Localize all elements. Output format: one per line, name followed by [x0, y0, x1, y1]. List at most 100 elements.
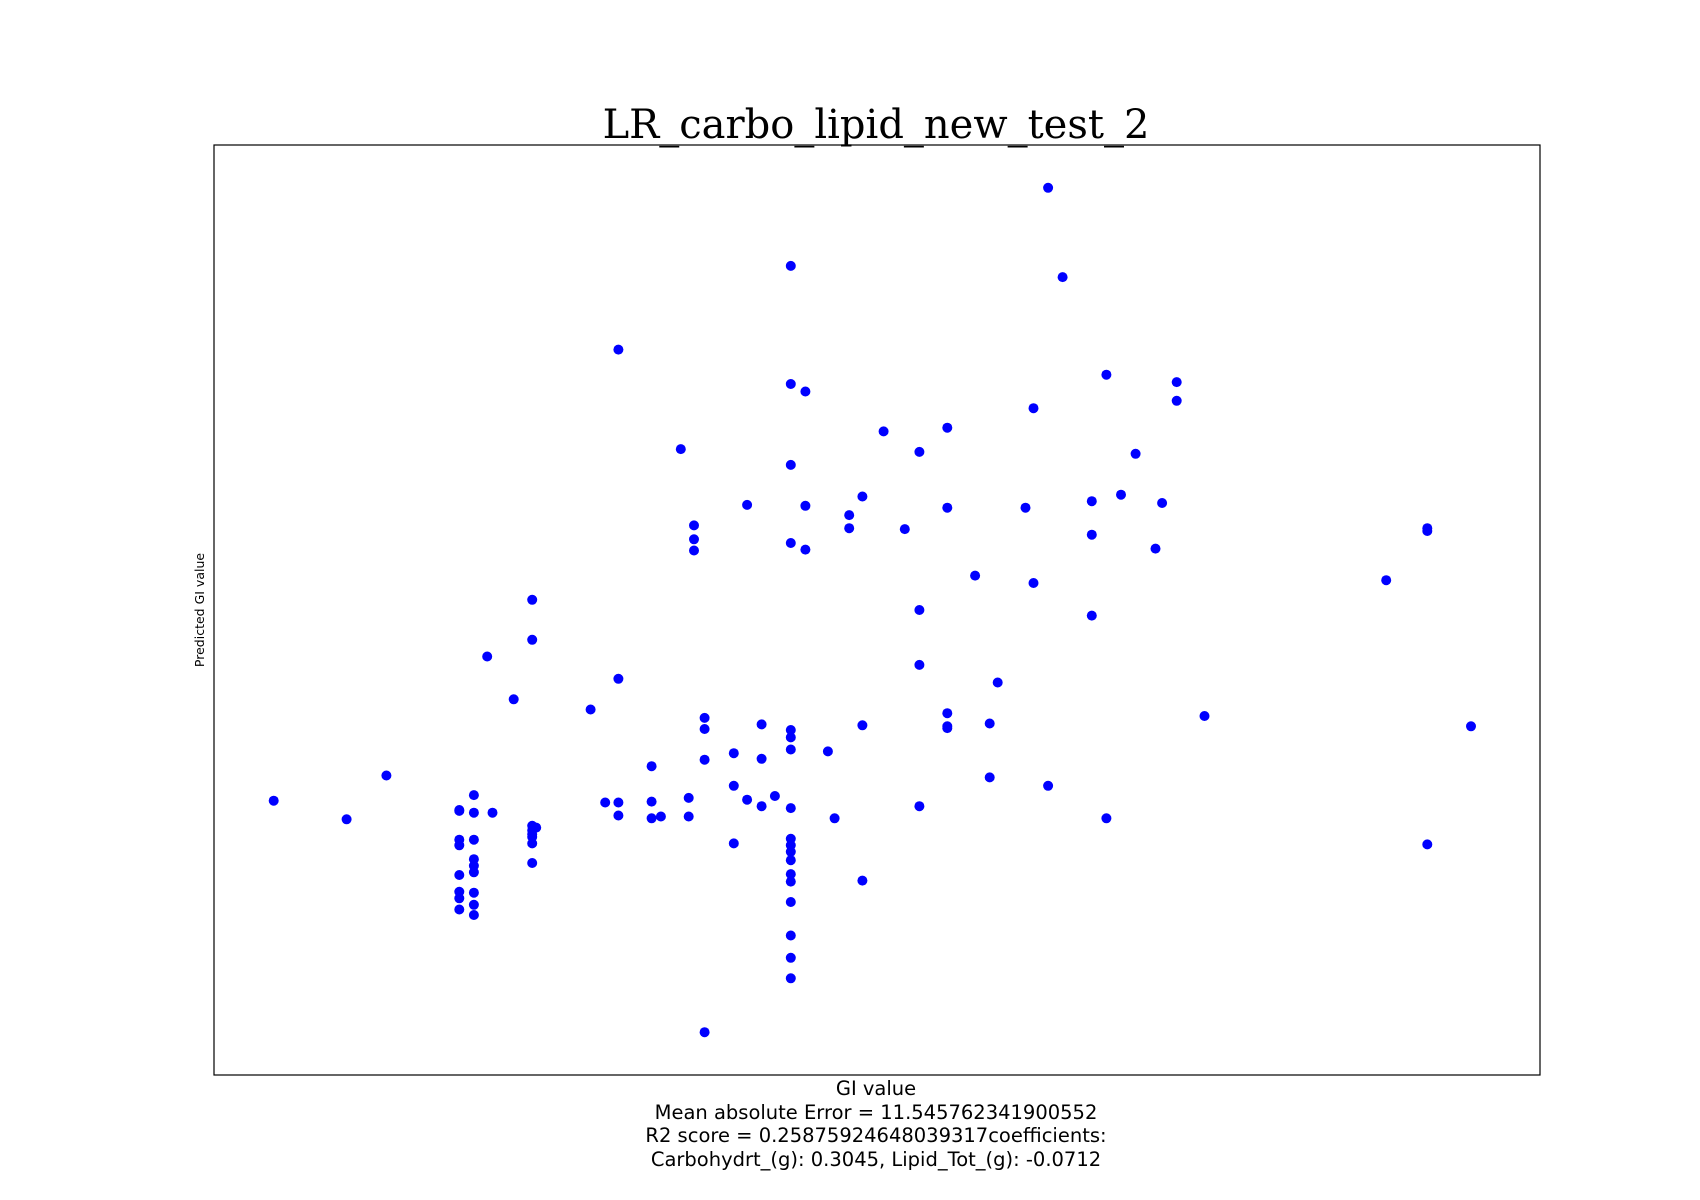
scatter-point — [1466, 721, 1476, 732]
scatter-point — [800, 386, 811, 397]
scatter-point — [613, 810, 624, 821]
scatter-point — [468, 807, 479, 818]
scatter-point — [785, 725, 796, 735]
scatter-point — [585, 704, 596, 715]
scatter-point — [1101, 813, 1112, 824]
scatter-point — [1020, 502, 1031, 513]
scatter-point — [613, 797, 624, 808]
scatter-point — [992, 677, 1003, 688]
x-axis-label-line-2: Mean absolute Error = 11.545762341900552 — [655, 1101, 1098, 1124]
scatter-point — [1086, 496, 1097, 507]
scatter-point — [1422, 839, 1433, 850]
scatter-point — [689, 534, 699, 545]
scatter-point — [531, 822, 542, 833]
scatter-point — [268, 795, 279, 806]
scatter-point — [683, 811, 694, 822]
scatter-point — [942, 502, 953, 513]
x-axis-label-line-3: R2 score = 0.25875924648039317coefficien… — [645, 1124, 1106, 1147]
scatter-point — [1422, 526, 1433, 536]
scatter-point — [1101, 369, 1112, 380]
scatter-point — [756, 753, 767, 764]
scatter-point — [689, 520, 699, 531]
scatter-point — [1043, 182, 1054, 193]
scatter-point — [742, 499, 753, 510]
scatter-point — [822, 746, 833, 757]
scatter-point — [984, 772, 995, 783]
scatter-point — [1086, 529, 1097, 540]
scatter-point — [728, 748, 739, 759]
scatter-point — [785, 732, 796, 743]
scatter-point — [878, 426, 889, 437]
scatter-point — [728, 780, 739, 791]
scatter-point — [844, 523, 855, 534]
scatter-point — [1057, 272, 1068, 283]
scatter-point — [785, 869, 796, 880]
chart-title: LR_carbo_lipid_new_test_2 — [603, 102, 1150, 148]
scatter-point — [613, 673, 624, 684]
scatter-point — [699, 1027, 710, 1038]
scatter-point — [785, 538, 796, 548]
scatter-point — [1116, 489, 1126, 500]
scatter-point — [646, 813, 657, 824]
scatter-point — [914, 446, 925, 457]
plot-area-frame — [213, 144, 1541, 1076]
scatter-point — [857, 491, 868, 502]
scatter-point — [1157, 498, 1168, 508]
scatter-point — [1028, 403, 1039, 414]
scatter-point — [468, 790, 479, 801]
scatter-point — [527, 858, 538, 868]
scatter-point — [756, 719, 767, 730]
scatter-point — [1171, 395, 1182, 406]
scatter-point — [914, 605, 925, 615]
scatter-point — [1130, 448, 1141, 459]
scatter-point — [527, 634, 538, 645]
scatter-point — [785, 379, 796, 389]
scatter-point — [785, 803, 796, 814]
scatter-point — [655, 811, 666, 822]
scatter-point — [454, 893, 465, 904]
scatter-point — [454, 904, 465, 915]
scatter-point — [857, 875, 868, 886]
scatter-point — [454, 870, 465, 880]
scatter-point — [914, 659, 925, 670]
scatter-point — [728, 838, 739, 849]
scatter-point — [689, 545, 699, 556]
scatter-point — [942, 422, 953, 433]
scatter-point — [468, 887, 479, 898]
scatter-point — [970, 570, 981, 581]
scatter-point — [785, 930, 796, 941]
scatter-point — [942, 723, 953, 734]
scatter-point — [487, 807, 498, 818]
scatter-point — [527, 838, 538, 849]
scatter-point — [800, 544, 811, 555]
scatter-point — [1043, 780, 1054, 791]
scatter-point — [454, 805, 465, 816]
scatter-point — [381, 770, 392, 781]
scatter-point — [785, 855, 796, 866]
scatter-point — [675, 444, 686, 455]
scatter-point — [844, 510, 855, 521]
scatter-point — [468, 899, 479, 910]
scatter-point — [800, 500, 811, 511]
scatter-point — [857, 720, 868, 731]
scatter-point — [1171, 377, 1182, 388]
scatter-point — [482, 651, 493, 662]
x-axis-label-line-4: Carbohydrt_(g): 0.3045, Lipid_Tot_(g): -… — [651, 1148, 1101, 1171]
scatter-point — [785, 973, 796, 984]
scatter-point — [742, 794, 753, 805]
scatter-point — [683, 792, 694, 803]
scatter-point — [785, 846, 796, 857]
scatter-point — [454, 840, 465, 851]
scatter-point — [468, 910, 479, 920]
scatter-point — [699, 754, 710, 765]
scatter-point — [769, 791, 780, 801]
scatter-point — [1086, 610, 1097, 621]
x-axis-label-line-1: GI value — [836, 1077, 916, 1100]
scatter-point — [600, 797, 611, 808]
scatter-point — [341, 814, 352, 825]
scatter-point — [785, 260, 796, 271]
scatter-point — [699, 724, 710, 734]
scatter-point — [468, 867, 479, 878]
scatter-point — [527, 594, 538, 605]
